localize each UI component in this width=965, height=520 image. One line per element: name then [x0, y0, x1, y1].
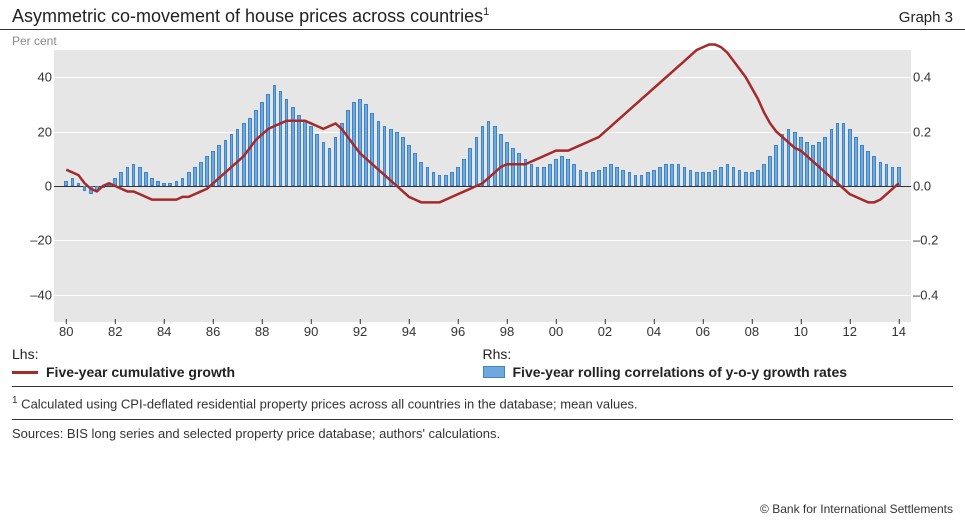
line-layer	[54, 50, 911, 322]
x-tick-label: 92	[353, 324, 367, 339]
title-sup: 1	[483, 6, 489, 18]
title-text: Asymmetric co-movement of house prices a…	[12, 6, 483, 26]
y-axis-unit: Per cent	[0, 30, 965, 48]
chart-region: –40–2002040 –0.4–0.20.00.20.4 8082848688…	[12, 50, 953, 340]
x-tick-label: 84	[157, 324, 171, 339]
copyright: © Bank for International Settlements	[760, 502, 953, 516]
x-tick-label: 04	[647, 324, 661, 339]
legend-lhs-head: Lhs:	[12, 346, 483, 362]
x-tick-label: 86	[206, 324, 220, 339]
y-left-tick: –20	[12, 233, 52, 248]
y-right-tick: 0.4	[913, 70, 953, 85]
legend-rhs-head: Rhs:	[483, 346, 954, 362]
y-left-tick: 0	[12, 179, 52, 194]
bar-swatch	[483, 366, 505, 378]
legend-bar-label: Five-year rolling correlations of y-o-y …	[513, 364, 848, 380]
x-tick-label: 88	[255, 324, 269, 339]
sources: Sources: BIS long series and selected pr…	[12, 426, 953, 441]
y-left-labels: –40 –20 0 20 40	[12, 50, 52, 322]
x-tick-label: 10	[794, 324, 808, 339]
y-left-tick: 20	[12, 124, 52, 139]
chart-container: Asymmetric co-movement of house prices a…	[0, 0, 965, 520]
line-swatch	[12, 371, 38, 374]
x-tick-label: 96	[451, 324, 465, 339]
legend-bar-item: Five-year rolling correlations of y-o-y …	[483, 364, 954, 380]
y-right-tick: –0.2	[913, 233, 953, 248]
x-tick-label: 14	[892, 324, 906, 339]
x-tick-label: 94	[402, 324, 416, 339]
x-tick-label: 12	[843, 324, 857, 339]
legend-line-item: Five-year cumulative growth	[12, 364, 483, 380]
y-right-tick: 0.2	[913, 124, 953, 139]
legend-lhs: Lhs: Five-year cumulative growth	[12, 346, 483, 380]
x-tick-label: 82	[108, 324, 122, 339]
y-right-labels: –0.4 –0.2 0.0 0.2 0.4	[913, 50, 953, 322]
x-tick-label: 80	[59, 324, 73, 339]
x-tick-label: 02	[598, 324, 612, 339]
x-tick-label: 98	[500, 324, 514, 339]
graph-number: Graph 3	[899, 9, 953, 26]
y-left-tick: –40	[12, 287, 52, 302]
legend-line-label: Five-year cumulative growth	[46, 364, 235, 380]
y-right-tick: 0.0	[913, 179, 953, 194]
plot-area	[54, 50, 911, 322]
x-labels: 80 82 84 86 88 90 92 94 96 98 00 02 04 06 08 10 12 14	[54, 324, 911, 340]
legend-rhs: Rhs: Five-year rolling correlations of y…	[483, 346, 954, 380]
y-right-tick: –0.4	[913, 287, 953, 302]
footnote-text: Calculated using CPI-deflated residentia…	[18, 396, 638, 411]
footnote: 1 Calculated using CPI-deflated resident…	[12, 395, 953, 420]
chart-header: Asymmetric co-movement of house prices a…	[0, 0, 965, 30]
x-tick-label: 00	[549, 324, 563, 339]
y-left-tick: 40	[12, 70, 52, 85]
x-tick-label: 06	[696, 324, 710, 339]
legend: Lhs: Five-year cumulative growth Rhs: Fi…	[12, 346, 953, 387]
chart-title: Asymmetric co-movement of house prices a…	[12, 6, 489, 27]
x-tick-label: 08	[745, 324, 759, 339]
growth-line	[66, 45, 899, 203]
x-tick-label: 90	[304, 324, 318, 339]
